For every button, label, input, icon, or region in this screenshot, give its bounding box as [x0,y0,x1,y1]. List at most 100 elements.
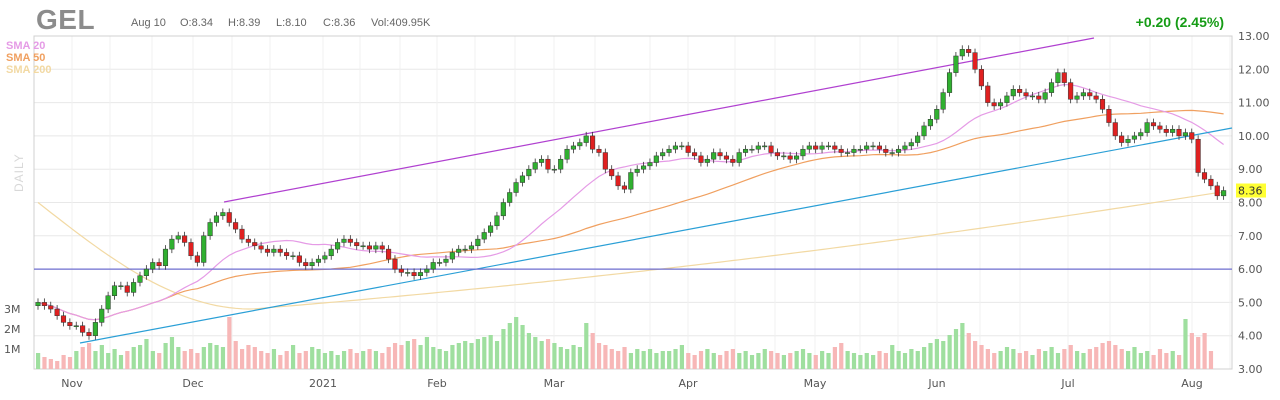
candle-body [768,145,774,153]
candle [449,248,455,264]
volume-bar [137,345,143,369]
volume-bar [233,341,238,369]
candle-body [755,145,761,150]
candle-body [883,148,889,153]
volume-bar [424,337,430,369]
candle [1036,91,1042,104]
volume-bar [1055,353,1061,369]
candle [1099,95,1106,114]
channel-lower-line [79,127,1233,344]
candle [895,145,902,157]
date-axis: Nov Dec 2021 Feb Mar Apr May Jun Jul Aug [61,377,1202,390]
volume-bar [577,347,583,369]
candle-body [226,212,232,223]
candle-body [1080,92,1086,97]
volume-bar [55,361,60,369]
volume-bar [571,345,576,369]
volume-bar [552,343,557,369]
candle-body [602,152,608,170]
candle-body [1004,95,1010,103]
volume-bar [463,341,468,369]
legend-sma-50[interactable]: SMA 50 [6,52,46,64]
candle-body [1138,132,1144,137]
volume-bar [922,347,927,369]
candle [972,48,978,74]
candle [226,208,232,227]
volume-tick-label: 3M [4,303,21,316]
candle [902,141,908,154]
volume-bar [1132,347,1137,369]
volume-bar [488,335,493,369]
candle [966,45,972,57]
candle [679,141,685,150]
candle [832,141,838,154]
price-tick-label: 10.00 [1238,130,1270,143]
candle-body [596,148,602,153]
volume-bar [1177,355,1182,369]
candle-body [806,145,812,150]
candle [175,231,181,244]
volume-bar [966,333,971,369]
candle [927,115,933,130]
volume-bar [641,351,646,369]
volume-bar [590,333,595,369]
open-price: O:8.34 [180,17,214,29]
price-tick-label: 5.00 [1238,296,1263,309]
volume-bar [399,345,404,369]
volume-bar [890,345,895,369]
candle [354,238,360,250]
sma-50-line [37,109,1224,321]
candle-body [895,148,902,153]
volume-bar [947,335,952,369]
sma-200-line [37,191,1224,310]
volume-bar [1208,351,1214,369]
volume-bar [42,357,47,369]
volume-bar [163,343,168,369]
candle [1189,128,1195,144]
volume-bar [348,349,353,369]
candle [564,145,570,164]
candle [462,245,468,254]
candle-body [889,152,895,154]
candle [201,231,207,267]
candle [296,251,302,267]
volume-bar [361,351,366,369]
volume-bar [316,349,321,369]
period-label: DAILY [12,153,26,192]
candle [762,141,768,150]
volume-bar [647,349,653,369]
candle-body [1010,89,1016,97]
candle-body [692,152,698,157]
candle-body [245,238,251,243]
candle-body [335,242,341,250]
candle-body [743,148,749,153]
channel-upper-line [223,37,1095,203]
volume-bar [74,351,79,369]
candle-body [379,245,385,250]
candle [685,141,691,157]
candle [290,251,296,260]
candle-body [902,145,908,150]
candle [430,258,436,274]
volume-bar [539,341,544,369]
volume-bar [322,353,328,369]
candle-body [1068,82,1074,100]
volume-bar [788,353,793,369]
candle-body [360,245,366,248]
date-tick-label: Dec [182,377,203,390]
candle-body [685,145,691,153]
date-tick-label: Nov [61,377,83,390]
candle [621,181,627,194]
candle-body [137,275,143,283]
volume-bar [67,357,73,369]
legend-sma-200[interactable]: SMA 200 [6,64,52,76]
volume-bar [1004,347,1010,369]
candle-body [456,248,462,253]
candle [717,148,723,160]
legend-sma-20[interactable]: SMA 20 [6,40,46,52]
volume-bar [80,347,85,369]
volume-bar [144,339,149,369]
volume-bar [354,353,359,369]
volume-bar [941,341,946,369]
